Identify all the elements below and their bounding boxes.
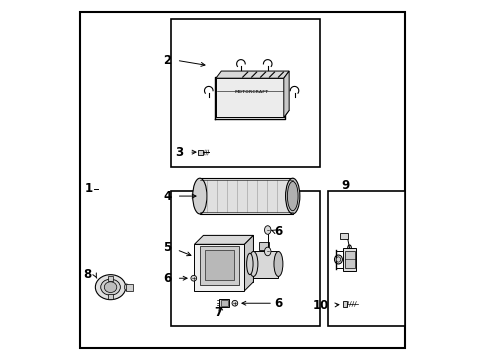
Text: 4: 4 <box>163 190 171 203</box>
Text: 6: 6 <box>163 272 171 285</box>
Text: 3: 3 <box>175 146 183 159</box>
Ellipse shape <box>231 300 237 306</box>
Ellipse shape <box>273 251 283 276</box>
Bar <box>200 178 292 214</box>
Bar <box>342 248 356 271</box>
Ellipse shape <box>287 181 298 211</box>
Polygon shape <box>216 78 283 117</box>
Ellipse shape <box>285 178 299 214</box>
Ellipse shape <box>95 275 125 300</box>
Bar <box>344 251 354 268</box>
Bar <box>200 246 239 285</box>
Bar <box>171 191 319 327</box>
Ellipse shape <box>264 226 270 234</box>
Ellipse shape <box>124 284 128 291</box>
Ellipse shape <box>190 275 196 281</box>
Text: 1: 1 <box>85 183 93 195</box>
Ellipse shape <box>246 253 253 275</box>
Polygon shape <box>244 235 253 291</box>
Bar <box>220 300 228 306</box>
Polygon shape <box>216 111 288 117</box>
Bar <box>125 284 132 291</box>
Text: 6: 6 <box>274 297 282 310</box>
Bar <box>107 276 113 281</box>
Bar <box>258 242 268 249</box>
Polygon shape <box>283 71 288 117</box>
Bar <box>205 249 233 280</box>
Polygon shape <box>194 235 253 244</box>
Polygon shape <box>198 150 203 155</box>
Ellipse shape <box>192 178 206 214</box>
Polygon shape <box>194 244 244 291</box>
Bar <box>107 294 113 298</box>
Polygon shape <box>216 71 288 78</box>
Text: 2: 2 <box>163 54 171 67</box>
Ellipse shape <box>104 282 117 293</box>
Text: 10: 10 <box>312 299 328 312</box>
Bar <box>342 301 346 307</box>
Text: 9: 9 <box>341 179 348 192</box>
Text: MOTORCRAFT: MOTORCRAFT <box>234 90 268 94</box>
Text: 5: 5 <box>163 241 171 255</box>
Bar <box>171 19 319 167</box>
Ellipse shape <box>264 247 270 256</box>
Polygon shape <box>203 235 253 282</box>
Bar <box>339 233 347 239</box>
Bar <box>328 191 405 327</box>
Text: 8: 8 <box>83 268 91 281</box>
Ellipse shape <box>101 279 120 295</box>
Bar <box>219 299 229 307</box>
Text: 7: 7 <box>213 306 222 319</box>
Ellipse shape <box>335 257 340 262</box>
Text: 6: 6 <box>274 225 282 238</box>
Bar <box>253 251 278 278</box>
Ellipse shape <box>248 251 257 276</box>
